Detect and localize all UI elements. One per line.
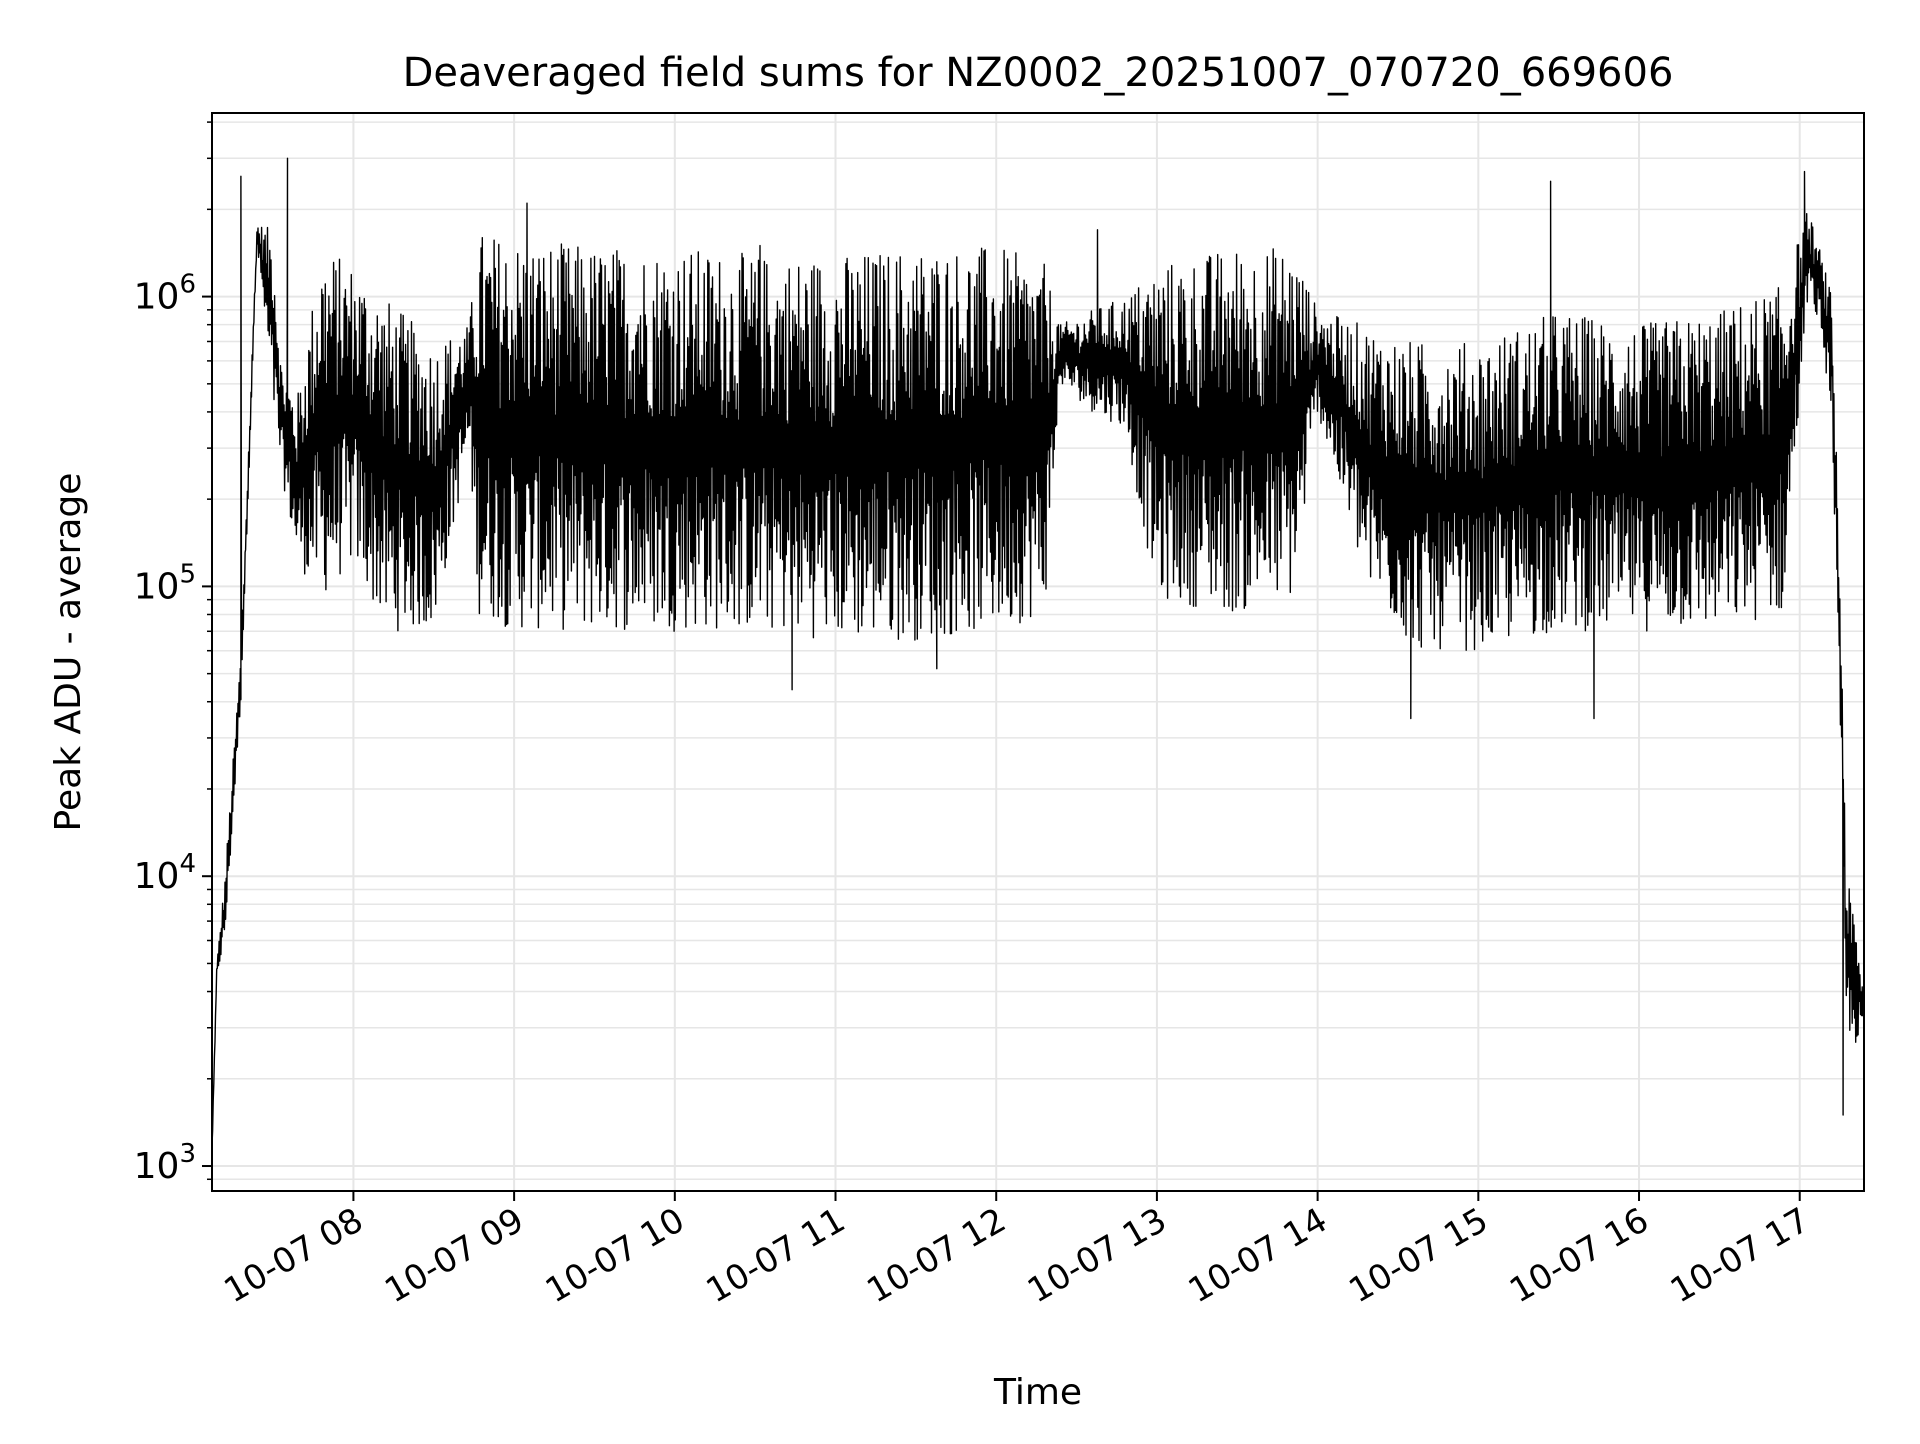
x-tick-label: 10-07 09 — [378, 1200, 530, 1311]
y-axis-label: Peak ADU - average — [48, 473, 89, 832]
x-tick-label: 10-07 15 — [1342, 1200, 1494, 1311]
x-tick-label: 10-07 17 — [1664, 1200, 1816, 1311]
x-tick-label: 10-07 08 — [218, 1200, 370, 1311]
x-tick-label: 10-07 11 — [700, 1200, 852, 1311]
axes-layer — [211, 112, 1865, 1192]
y-tick-label: 104 — [134, 849, 196, 897]
grid-layer — [212, 113, 1864, 1191]
y-tick-label: 103 — [134, 1139, 196, 1187]
y-tick-label: 106 — [134, 270, 196, 318]
x-axis-label: Time — [993, 1372, 1082, 1413]
x-tick-label: 10-07 14 — [1182, 1200, 1334, 1311]
series-line — [211, 157, 1865, 1145]
chart-title: Deaveraged field sums for NZ0002_2025100… — [403, 50, 1674, 96]
x-tick-label: 10-07 13 — [1021, 1200, 1173, 1311]
x-tick-label: 10-07 12 — [860, 1200, 1012, 1311]
plot-frame — [211, 112, 1865, 1192]
x-tick-label: 10-07 10 — [539, 1200, 691, 1311]
y-tick-label: 105 — [134, 559, 196, 607]
data-layer — [211, 157, 1865, 1145]
x-tick-label: 10-07 16 — [1503, 1200, 1655, 1311]
